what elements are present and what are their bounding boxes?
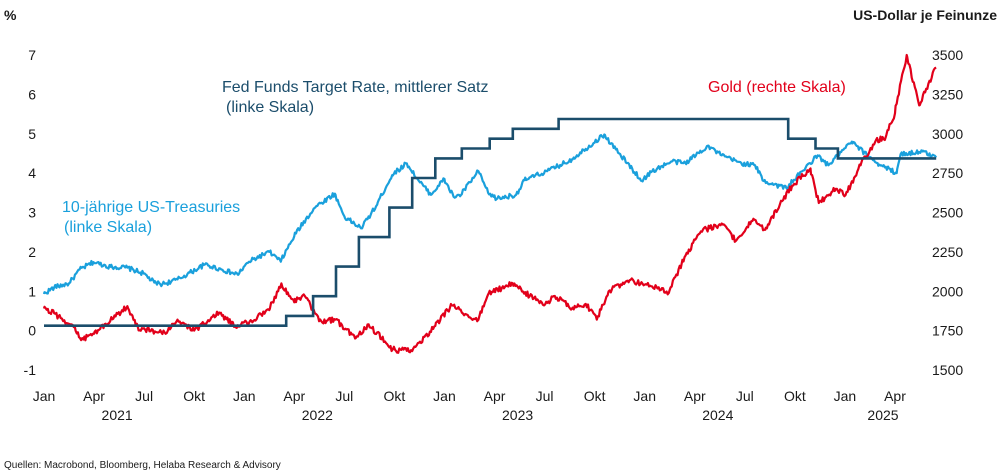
- left-tick-label: 0: [28, 323, 36, 339]
- x-month-label: Jan: [633, 388, 656, 404]
- annotation-fed-line2: (linke Skala): [226, 99, 314, 116]
- x-month-label: Jan: [834, 388, 857, 404]
- x-month-label: Jul: [135, 388, 153, 404]
- right-axis-ticks: 1500 1750 2000 2250 2500 2750 3000 3250 3500: [932, 47, 963, 378]
- x-year-label: 2024: [702, 407, 733, 423]
- x-year-label: 2022: [302, 407, 333, 423]
- right-tick-label: 1500: [932, 362, 963, 378]
- right-tick-label: 2250: [932, 244, 963, 260]
- x-year-label: 2025: [867, 407, 898, 423]
- left-axis-ticks: -1 0 1 2 3 4 5 6 7: [24, 47, 37, 378]
- left-axis-unit: %: [4, 7, 17, 23]
- x-year-label: 2023: [502, 407, 533, 423]
- x-month-label: Apr: [884, 388, 906, 404]
- right-tick-label: 3000: [932, 126, 963, 142]
- x-month-label: Jan: [33, 388, 56, 404]
- right-tick-label: 3500: [932, 47, 963, 63]
- annotation-treasury-line1: 10-jährige US-Treasuries: [62, 199, 240, 216]
- left-tick-label: -1: [24, 362, 37, 378]
- x-month-label: Okt: [784, 388, 806, 404]
- annotation-gold: Gold (rechte Skala): [708, 79, 846, 96]
- series-lines: [42, 53, 938, 354]
- right-tick-label: 2750: [932, 165, 963, 181]
- x-month-label: Jul: [536, 388, 554, 404]
- right-tick-label: 3250: [932, 86, 963, 102]
- x-month-label: Okt: [584, 388, 606, 404]
- left-tick-label: 5: [28, 126, 36, 142]
- left-tick-label: 3: [28, 205, 36, 221]
- x-axis-year-ticks: 2021 2022 2023 2024 2025: [102, 407, 899, 423]
- left-tick-label: 2: [28, 244, 36, 260]
- x-month-label: Jan: [233, 388, 256, 404]
- right-tick-label: 1750: [932, 323, 963, 339]
- x-month-label: Okt: [384, 388, 406, 404]
- series-treasury-line: [42, 133, 938, 295]
- series-gold-line: [42, 53, 937, 354]
- left-tick-label: 4: [28, 165, 36, 181]
- x-year-label: 2021: [102, 407, 133, 423]
- right-tick-label: 2500: [932, 205, 963, 221]
- series-fed-funds-line: [44, 117, 937, 327]
- left-tick-label: 6: [28, 86, 36, 102]
- x-month-label: Apr: [83, 388, 105, 404]
- x-month-label: Jan: [433, 388, 456, 404]
- source-note: Quellen: Macrobond, Bloomberg, Helaba Re…: [4, 460, 281, 471]
- x-month-label: Jul: [736, 388, 754, 404]
- left-tick-label: 1: [28, 283, 36, 299]
- annotation-fed-line1: Fed Funds Target Rate, mittlerer Satz: [222, 79, 488, 96]
- x-month-label: Apr: [283, 388, 305, 404]
- annotation-treasury-line2: (linke Skala): [64, 219, 152, 236]
- x-month-label: Jul: [335, 388, 353, 404]
- left-tick-label: 7: [28, 47, 36, 63]
- right-tick-label: 2000: [932, 283, 963, 299]
- x-month-label: Apr: [484, 388, 506, 404]
- x-axis-month-ticks: Jan Apr Jul Okt Jan Apr Jul Okt Jan Apr Jul Okt Jan A…: [33, 388, 907, 404]
- right-axis-unit: US-Dollar je Feinunze: [853, 7, 997, 23]
- x-month-label: Apr: [684, 388, 706, 404]
- x-month-label: Okt: [183, 388, 205, 404]
